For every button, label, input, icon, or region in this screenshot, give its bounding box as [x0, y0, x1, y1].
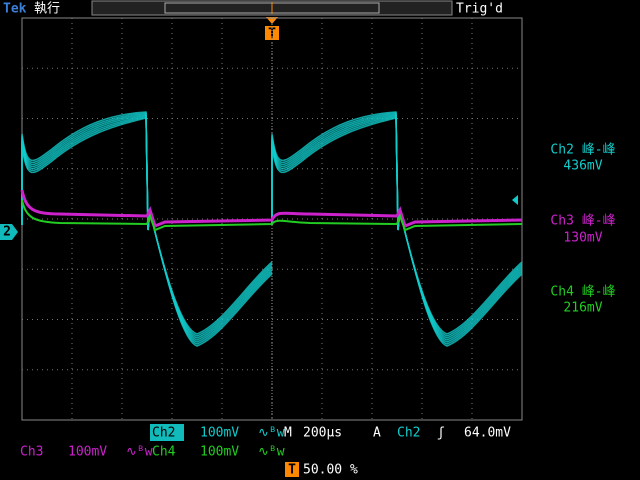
status: 執行 — [34, 1, 60, 17]
trigger-slope: ʃ — [437, 426, 445, 441]
position-value: 50.00 % — [303, 463, 358, 478]
trigger-state: Trig'd — [456, 2, 503, 17]
channel-marker: 2 — [3, 225, 11, 240]
ch4-bw: ∿ᴮw — [258, 445, 285, 460]
timebase-label: M — [284, 426, 292, 441]
trigger-source: Ch2 — [397, 426, 420, 441]
position-marker: T — [288, 463, 296, 478]
meas-value: 436mV — [563, 159, 602, 174]
ch2-scale: 100mV — [200, 426, 239, 441]
meas-value: 130mV — [563, 231, 602, 246]
ch3-scale: 100mV — [68, 445, 107, 460]
ch3-bw: ∿ᴮw — [126, 445, 153, 460]
ch3-name: Ch3 — [20, 445, 43, 460]
ch4-trace — [21, 199, 523, 232]
meas-label: Ch4 峰-峰 — [550, 285, 615, 300]
meas-value: 216mV — [563, 301, 602, 316]
trigger-mode: A — [373, 426, 381, 441]
ch4-name: Ch4 — [152, 445, 176, 460]
meas-label: Ch2 峰-峰 — [550, 143, 615, 158]
ch2-bw: ∿ᴮw — [258, 426, 285, 441]
timebase-value: 200µs — [303, 426, 342, 441]
meas-label: Ch3 峰-峰 — [550, 214, 615, 229]
ch3-trace — [20, 189, 523, 228]
ch2-name: Ch2 — [152, 426, 175, 441]
ch4-scale: 100mV — [200, 445, 239, 460]
brand: Tek — [3, 2, 27, 17]
trigger-level: 64.0mV — [464, 426, 511, 441]
